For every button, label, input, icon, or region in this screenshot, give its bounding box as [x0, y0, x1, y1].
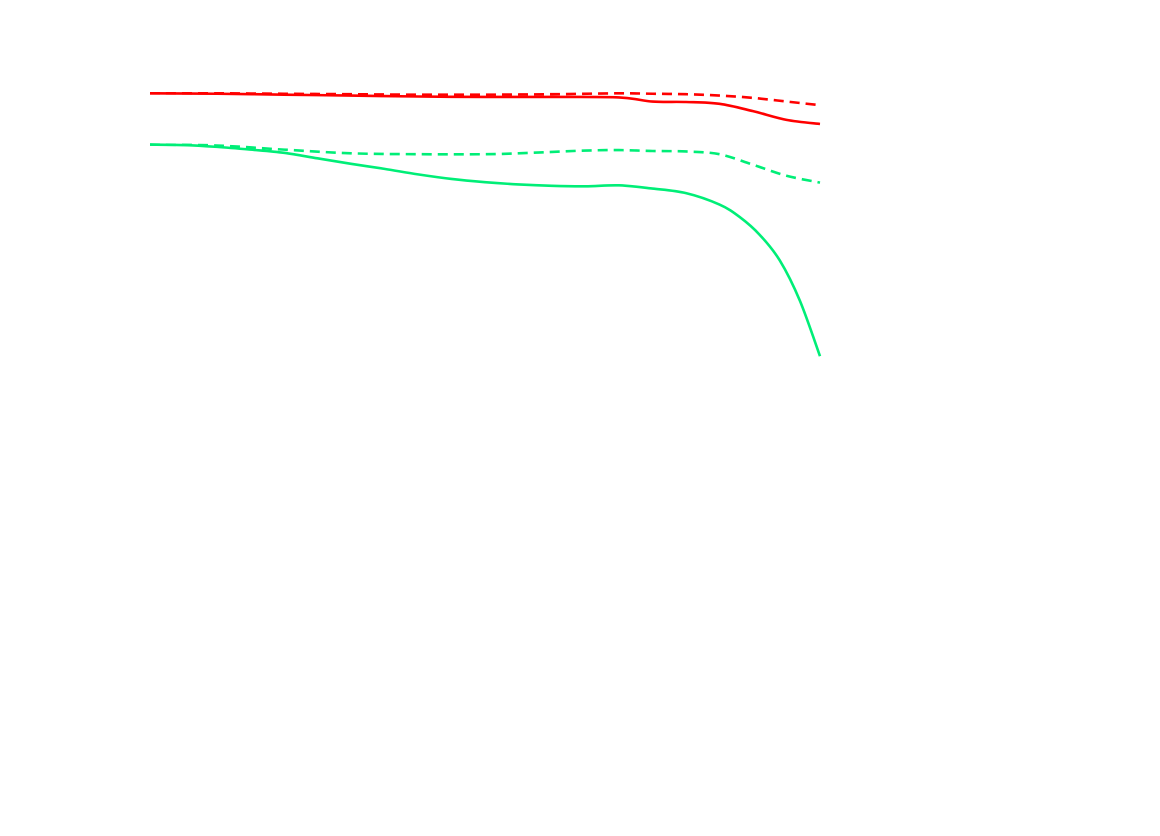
plot-area [149, 91, 822, 357]
series-line-green-dashed [149, 143, 821, 184]
series-line-red-dashed [149, 91, 821, 107]
series-line-red-solid [149, 92, 821, 126]
series-line-green-solid [149, 143, 822, 357]
